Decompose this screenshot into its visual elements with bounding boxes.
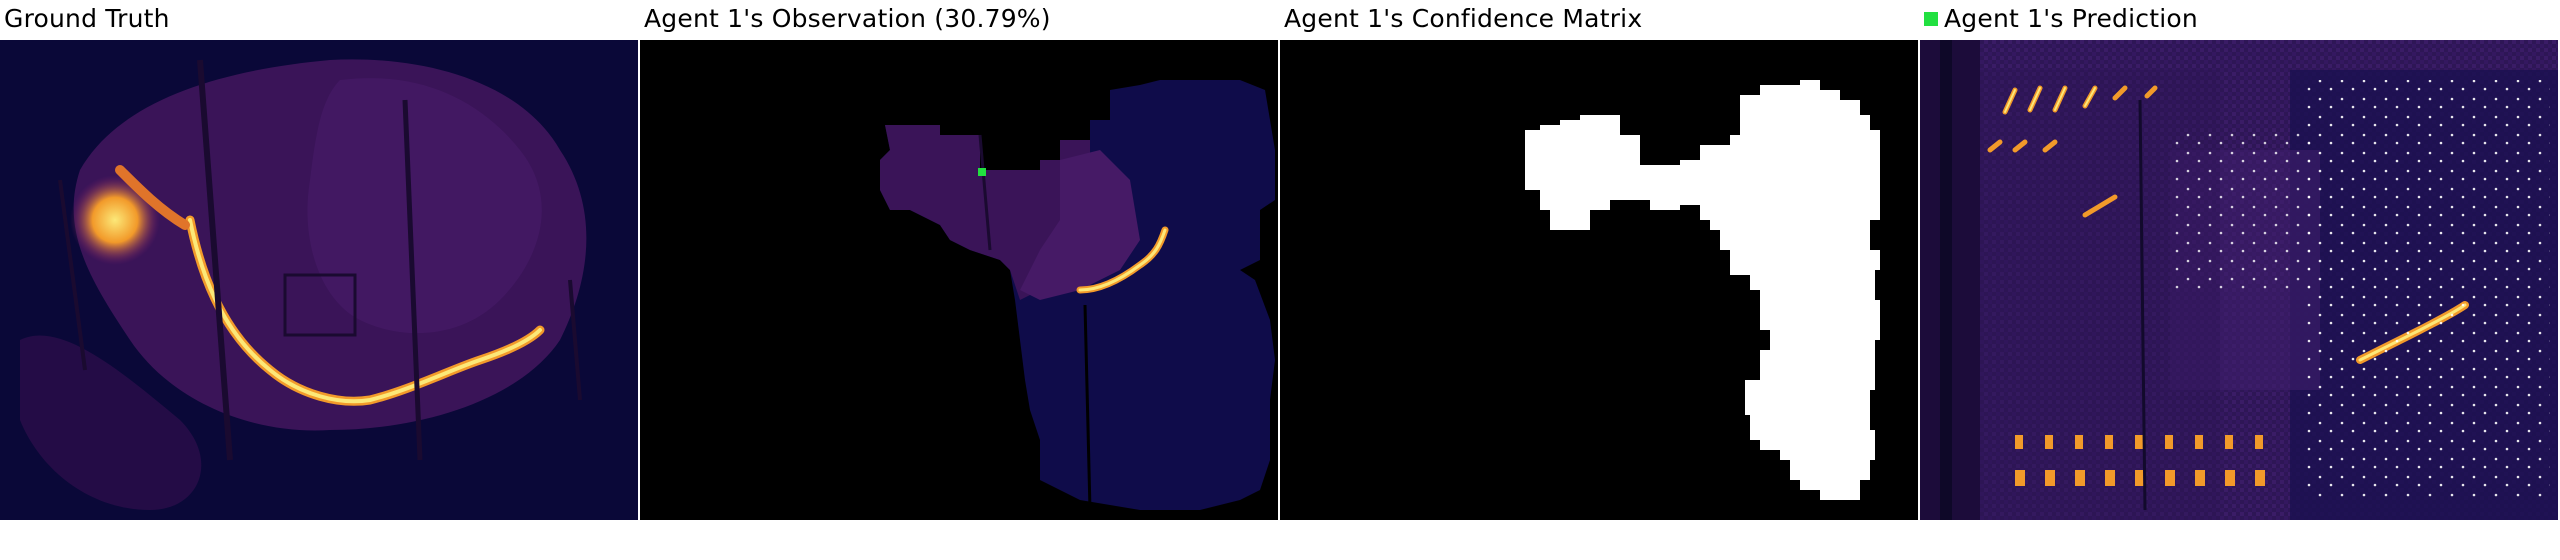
- prediction-panel: [1920, 40, 2558, 520]
- green-square-icon: [1924, 11, 1938, 26]
- observation-title-text: Agent 1's Observation (30.79%): [644, 4, 1051, 33]
- confidence-title-text: Agent 1's Confidence Matrix: [1284, 4, 1643, 33]
- prediction-image: [1920, 40, 2558, 520]
- confidence-matrix-image: [1280, 40, 1918, 520]
- observation-marker: [978, 168, 986, 176]
- observation-image: [640, 40, 1278, 520]
- ground-truth-title: Ground Truth: [4, 4, 170, 33]
- confidence-panel: [1280, 40, 1918, 520]
- prediction-title: Agent 1's Prediction: [1924, 4, 2198, 33]
- confidence-title: Agent 1's Confidence Matrix: [1284, 4, 1642, 33]
- observation-title: Agent 1's Observation (30.79%): [644, 4, 1051, 33]
- observation-panel: [640, 40, 1278, 520]
- prediction-title-text: Agent 1's Prediction: [1944, 4, 2198, 33]
- ground-truth-image: [0, 40, 638, 520]
- ground-truth-panel: [0, 40, 638, 520]
- ground-truth-title-text: Ground Truth: [4, 4, 170, 33]
